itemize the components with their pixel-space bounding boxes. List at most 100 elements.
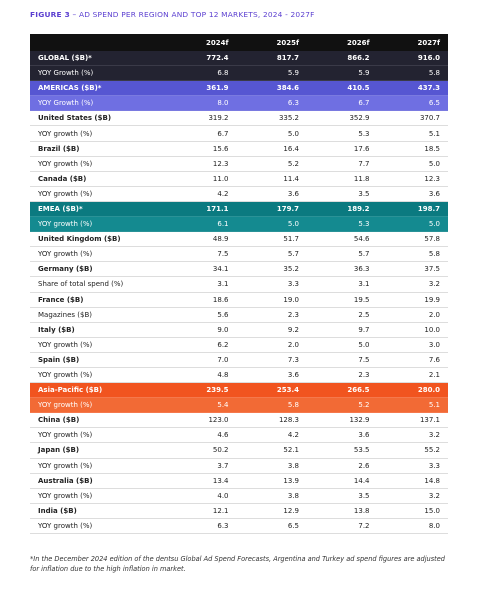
row-label: Germany ($B): [30, 261, 166, 278]
cell-value: 5.0: [307, 337, 378, 353]
cell-value: 9.0: [166, 322, 237, 338]
cell-value: 128.3: [236, 412, 307, 429]
cell-value: 55.2: [377, 442, 448, 459]
cell-value: 3.3: [377, 458, 448, 474]
cell-value: 4.6: [166, 427, 237, 444]
row-label: Japan ($B): [30, 442, 166, 459]
table-row: Japan ($B) 50.2 52.1 53.5 55.2: [30, 442, 448, 459]
cell-value: 253.4: [236, 382, 307, 399]
cell-value: 51.7: [236, 231, 307, 248]
column-header: 2025f: [236, 34, 307, 51]
cell-value: 6.3: [166, 518, 237, 535]
cell-value: 3.2: [377, 427, 448, 444]
cell-value: 12.9: [236, 503, 307, 519]
cell-value: 6.7: [307, 95, 378, 112]
cell-value: 5.9: [236, 65, 307, 82]
table-row: Asia-Pacific ($B) 239.5 253.4 266.5 280.0: [30, 382, 448, 399]
cell-value: 7.5: [166, 246, 237, 263]
table-row: YOY growth (%) 12.3 5.2 7.7 5.0: [30, 156, 448, 172]
cell-value: 6.8: [166, 65, 237, 82]
cell-value: 132.9: [307, 412, 378, 429]
cell-value: 19.9: [377, 292, 448, 308]
row-label: YOY Growth (%): [30, 95, 166, 112]
table-row: Share of total spend (%) 3.1 3.3 3.1 3.2: [30, 276, 448, 293]
row-label: France ($B): [30, 292, 166, 308]
row-label: YOY growth (%): [30, 186, 166, 202]
row-label: Asia-Pacific ($B): [30, 382, 166, 399]
row-label: YOY growth (%): [30, 427, 166, 444]
cell-value: 8.0: [377, 518, 448, 535]
table-row: YOY Growth (%) 6.8 5.9 5.9 5.8: [30, 65, 448, 82]
cell-value: 5.2: [236, 156, 307, 172]
row-label: Brazil ($B): [30, 141, 166, 157]
cell-value: 14.4: [307, 473, 378, 489]
cell-value: 5.8: [236, 397, 307, 414]
cell-value: 12.3: [377, 171, 448, 187]
cell-value: 335.2: [236, 110, 307, 127]
cell-value: 866.2: [307, 51, 378, 67]
header-row: 2024f 2025f 2026f 2027f: [30, 34, 448, 51]
cell-value: 5.2: [307, 397, 378, 414]
table-row: EMEA ($B)* 171.1 179.7 189.2 198.7: [30, 201, 448, 218]
table-row: Magazines ($B) 5.6 2.3 2.5 2.0: [30, 307, 448, 323]
cell-value: 3.5: [307, 186, 378, 202]
cell-value: 2.1: [377, 367, 448, 384]
cell-value: 437.3: [377, 80, 448, 97]
row-label: Australia ($B): [30, 473, 166, 489]
figure-label: FIGURE 3: [30, 10, 70, 19]
cell-value: 6.3: [236, 95, 307, 112]
table-row: YOY growth (%) 5.4 5.8 5.2 5.1: [30, 397, 448, 414]
table-body: GLOBAL ($B)* 772.4 817.7 866.2 916.0 YOY Grow…: [30, 51, 448, 535]
cell-value: 6.5: [377, 95, 448, 112]
cell-value: 14.8: [377, 473, 448, 489]
cell-value: 7.7: [307, 156, 378, 172]
cell-value: 5.6: [166, 307, 237, 323]
cell-value: 11.8: [307, 171, 378, 187]
cell-value: 3.8: [236, 488, 307, 504]
table-row: YOY growth (%) 6.2 2.0 5.0 3.0: [30, 337, 448, 353]
cell-value: 3.2: [377, 276, 448, 293]
cell-value: 5.0: [236, 125, 307, 142]
row-label: YOY growth (%): [30, 216, 166, 233]
table-row: United Kingdom ($B) 48.9 51.7 54.6 57.8: [30, 231, 448, 248]
cell-value: 239.5: [166, 382, 237, 399]
table-row: YOY growth (%) 6.3 6.5 7.2 8.0: [30, 518, 448, 535]
row-label: YOY Growth (%): [30, 65, 166, 82]
table-row: Italy ($B) 9.0 9.2 9.7 10.0: [30, 322, 448, 338]
cell-value: 3.1: [307, 276, 378, 293]
cell-value: 916.0: [377, 51, 448, 67]
cell-value: 13.9: [236, 473, 307, 489]
cell-value: 13.4: [166, 473, 237, 489]
row-label: China ($B): [30, 412, 166, 429]
cell-value: 6.5: [236, 518, 307, 535]
cell-value: 36.3: [307, 261, 378, 278]
cell-value: 12.3: [166, 156, 237, 172]
row-label: United States ($B): [30, 110, 166, 127]
cell-value: 57.8: [377, 231, 448, 248]
cell-value: 6.7: [166, 125, 237, 142]
table-head: 2024f 2025f 2026f 2027f: [30, 34, 448, 51]
column-header: 2024f: [166, 34, 237, 51]
cell-value: 52.1: [236, 442, 307, 459]
cell-value: 19.0: [236, 292, 307, 308]
cell-value: 2.3: [307, 367, 378, 384]
cell-value: 123.0: [166, 412, 237, 429]
cell-value: 6.2: [166, 337, 237, 353]
table-row: YOY growth (%) 3.7 3.8 2.6 3.3: [30, 458, 448, 474]
cell-value: 3.0: [377, 337, 448, 353]
row-label: India ($B): [30, 503, 166, 519]
row-label: YOY growth (%): [30, 246, 166, 263]
cell-value: 3.6: [307, 427, 378, 444]
table-row: Germany ($B) 34.1 35.2 36.3 37.5: [30, 261, 448, 278]
cell-value: 5.4: [166, 397, 237, 414]
table-row: YOY growth (%) 6.1 5.0 5.3 5.0: [30, 216, 448, 233]
title-text: AD SPEND PER REGION AND TOP 12 MARKETS, …: [78, 10, 315, 19]
row-label: Italy ($B): [30, 322, 166, 338]
cell-value: 189.2: [307, 201, 378, 218]
cell-value: 8.0: [166, 95, 237, 112]
table-row: YOY growth (%) 4.8 3.6 2.3 2.1: [30, 367, 448, 384]
cell-value: 16.4: [236, 141, 307, 157]
row-label: Magazines ($B): [30, 307, 166, 323]
cell-value: 5.8: [377, 65, 448, 82]
cell-value: 34.1: [166, 261, 237, 278]
